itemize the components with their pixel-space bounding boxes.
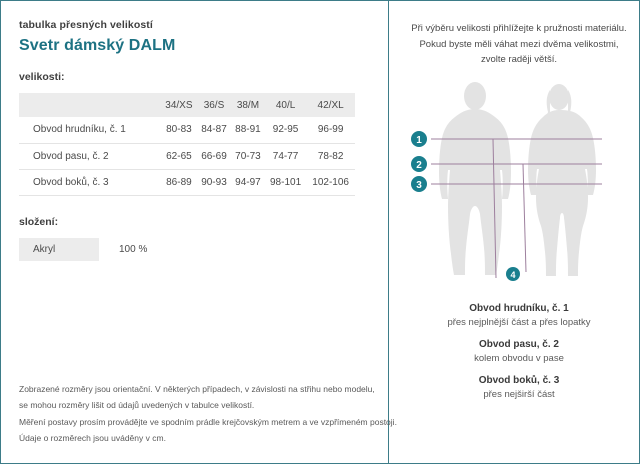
table-header-row: 34/XS 36/S 38/M 40/L 42/XL [19, 93, 355, 117]
right-panel: Při výběru velikosti přihlížejte k pružn… [388, 1, 639, 463]
cell-chest-34xs: 80-83 [166, 124, 192, 136]
marker-3-label: 3 [416, 180, 422, 191]
marker-1: 1 [411, 131, 427, 148]
footnote-line-4: Údaje o rozměrech jsou uváděny v cm. [19, 433, 166, 444]
column-header-40l: 40/L [275, 99, 296, 111]
legend-item-hips: Obvod boků, č. 3 přes nejširší část [447, 375, 590, 400]
table-row: Obvod hrudníku, č. 1 80-83 84-87 88-91 9… [19, 117, 355, 143]
cell-hips-42xl: 102-106 [312, 176, 349, 188]
measurement-figure: 1 2 3 4 [403, 82, 635, 287]
column-header-34xs: 34/XS [165, 99, 193, 111]
row-label-hips: Obvod boků, č. 3 [33, 176, 109, 188]
footnote: Zobrazené rozměry jsou orientační. V něk… [19, 381, 397, 463]
size-table-wrapper: 34/XS 36/S 38/M 40/L 42/XL Obvod hrudník… [19, 93, 372, 198]
cell-waist-40l: 74-77 [272, 150, 299, 162]
legend-desc-waist: kolem obvodu v pase [474, 353, 564, 365]
cell-chest-38m: 88-91 [235, 124, 261, 136]
marker-1-label: 1 [416, 135, 422, 146]
table-corner-cell [19, 93, 161, 117]
cell-chest-36s: 84-87 [201, 124, 227, 136]
cell-hips-34xs: 86-89 [166, 176, 192, 188]
advice-line-2: Pokud byste měli váhat mezi dvěma veliko… [419, 38, 619, 50]
cell-chest-40l: 92-95 [272, 124, 299, 136]
table-row: Obvod pasu, č. 2 62-65 66-69 70-73 74-77… [19, 143, 355, 169]
marker-4: 4 [506, 267, 520, 282]
legend-item-waist: Obvod pasu, č. 2 kolem obvodu v pase [447, 339, 590, 364]
row-label-waist: Obvod pasu, č. 2 [33, 150, 109, 162]
page-eyebrow: tabulka přesných velikostí [19, 19, 153, 31]
footnote-line-2: se mohou rozměry lišit od údajů uvedenýc… [19, 400, 255, 411]
male-height-line [492, 139, 497, 279]
footnote-line-3: Měření postavy prosím provádějte ve spod… [19, 416, 397, 427]
measurement-legend: Obvod hrudníku, č. 1 přes nejplnější čás… [447, 303, 590, 411]
cell-waist-34xs: 62-65 [166, 150, 192, 162]
cell-hips-38m: 94-97 [235, 176, 261, 188]
legend-title-waist: Obvod pasu, č. 2 [478, 339, 559, 351]
legend-desc-hips: přes nejširší část [483, 389, 555, 401]
size-table-body: Obvod hrudníku, č. 1 80-83 84-87 88-91 9… [19, 117, 355, 195]
male-silhouette-icon [439, 82, 511, 276]
column-header-38m: 38/M [236, 99, 260, 111]
female-silhouette-icon [528, 84, 596, 277]
composition-row: Akryl 100 % [19, 237, 372, 261]
size-table: 34/XS 36/S 38/M 40/L 42/XL Obvod hrudník… [19, 93, 355, 196]
cell-waist-42xl: 78-82 [317, 150, 344, 162]
cell-hips-40l: 98-101 [270, 176, 302, 188]
legend-title-chest: Obvod hrudníku, č. 1 [469, 303, 569, 315]
measurement-lines [431, 138, 602, 279]
marker-4-label: 4 [510, 270, 515, 280]
page-title: Svetr dámský DALM [19, 37, 176, 54]
column-header-36s: 36/S [203, 99, 225, 111]
advice-line-1: Při výběru velikosti přihlížejte k pružn… [411, 23, 627, 34]
row-label-chest: Obvod hrudníku, č. 1 [33, 124, 126, 136]
column-header-42xl: 42/XL [317, 99, 344, 111]
cell-hips-36s: 90-93 [201, 176, 227, 188]
advice-line-3: zvolte raději větší. [480, 54, 558, 66]
legend-item-chest: Obvod hrudníku, č. 1 přes nejplnější čás… [447, 303, 590, 328]
composition-material: Akryl [19, 237, 99, 261]
table-row: Obvod boků, č. 3 86-89 90-93 94-97 98-10… [19, 169, 355, 195]
body-silhouettes-svg: 1 2 3 4 [411, 82, 602, 282]
composition-percent: 100 % [119, 243, 148, 255]
sizing-advice: Při výběru velikosti přihlížejte k pružn… [411, 21, 626, 68]
cell-chest-42xl: 96-99 [317, 124, 344, 136]
size-table-head: 34/XS 36/S 38/M 40/L 42/XL [19, 93, 355, 117]
cell-waist-38m: 70-73 [235, 150, 261, 162]
marker-2-label: 2 [416, 160, 422, 171]
legend-desc-chest: přes nejplnější část a přes lopatky [447, 317, 591, 329]
marker-3: 3 [411, 176, 427, 193]
sizes-label: velikosti: [19, 71, 65, 83]
female-height-line [522, 164, 527, 273]
marker-2: 2 [411, 156, 427, 173]
footnote-line-1: Zobrazené rozměry jsou orientační. V něk… [19, 383, 375, 394]
left-panel: tabulka přesných velikostí Svetr dámský … [1, 1, 397, 463]
composition-label: složení: [19, 215, 59, 228]
legend-title-hips: Obvod boků, č. 3 [478, 375, 560, 387]
cell-waist-36s: 66-69 [201, 150, 227, 162]
